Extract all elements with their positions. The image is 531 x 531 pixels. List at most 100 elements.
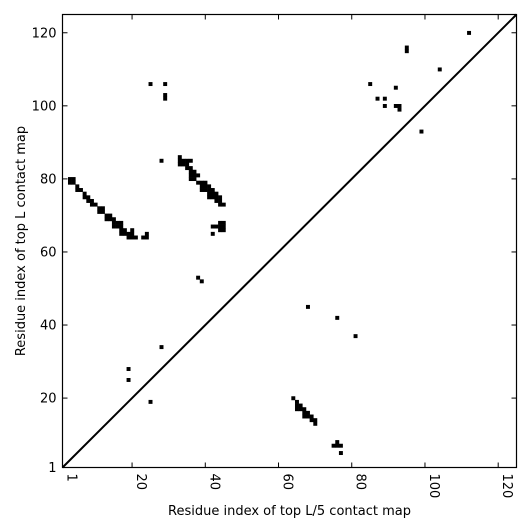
contact-point-upper-12: [89, 202, 94, 207]
contact-point-upper-4: [75, 184, 80, 189]
contact-point-upper-6: [78, 188, 83, 192]
contact-point-upper-37: [130, 235, 135, 240]
contact-point-upper-3: [71, 180, 76, 185]
contact-point-upper-109: [404, 49, 409, 54]
contact-point-upper-24: [111, 224, 116, 229]
contact-point-upper-77: [210, 195, 215, 200]
contact-point-lower-14: [313, 421, 318, 426]
contact-point-lower-1: [294, 399, 299, 404]
contact-point-upper-33: [126, 231, 131, 236]
contact-point-upper-101: [375, 96, 380, 101]
contact-point-upper-50: [181, 158, 186, 163]
contact-point-upper-86: [214, 224, 219, 229]
contact-point-upper-79: [214, 195, 219, 200]
contact-point-upper-112: [467, 30, 472, 35]
contact-point-upper-10: [86, 198, 91, 203]
x-tick-label-80: 80: [353, 474, 368, 491]
contact-point-upper-20: [108, 213, 113, 218]
contact-point-upper-62: [192, 177, 197, 182]
y-tick-label-40: 40: [40, 319, 57, 334]
contact-point-upper-64: [196, 180, 201, 185]
contact-point-upper-44: [163, 93, 168, 97]
contact-point-upper-104: [393, 85, 398, 90]
contact-point-upper-68: [203, 180, 208, 185]
contact-point-upper-91: [221, 224, 226, 229]
diagonal-line: [61, 13, 518, 469]
contact-point-upper-19: [104, 217, 109, 222]
contact-point-upper-25: [115, 220, 120, 225]
contact-point-lower-11: [309, 414, 314, 419]
contact-point-upper-102: [382, 96, 387, 101]
contact-point-upper-103: [382, 104, 387, 108]
contact-point-lower-18: [331, 443, 336, 448]
y-tick-label-1: 1: [48, 461, 56, 476]
y-tick-label-120: 120: [32, 26, 57, 41]
contact-point-upper-0: [67, 177, 72, 182]
contact-point-upper-65: [199, 180, 204, 185]
contact-point-lower-12: [309, 418, 314, 423]
contact-point-upper-80: [214, 198, 219, 203]
contact-point-upper-96: [159, 345, 164, 350]
y-tick-label-20: 20: [40, 392, 57, 407]
contact-point-upper-107: [397, 107, 402, 112]
x-tick-label-1: 1: [64, 474, 79, 482]
x-tick-label-60: 60: [280, 474, 295, 491]
y-tick-label-80: 80: [40, 172, 57, 187]
contact-points: [67, 30, 472, 456]
contact-point-upper-83: [218, 202, 223, 207]
contact-point-upper-26: [115, 224, 120, 229]
contact-point-lower-17: [353, 334, 358, 339]
contact-point-upper-11: [89, 198, 94, 203]
contact-point-upper-32: [122, 231, 127, 236]
contact-point-lower-6: [302, 407, 307, 412]
contact-point-upper-21: [108, 217, 113, 222]
contact-point-upper-94: [196, 275, 201, 280]
contact-point-lower-8: [302, 414, 307, 419]
contact-point-upper-95: [199, 279, 204, 284]
contact-point-upper-29: [119, 228, 124, 233]
contact-point-upper-31: [122, 228, 127, 233]
contact-point-lower-2: [294, 403, 299, 408]
contact-point-upper-28: [119, 224, 124, 229]
contact-point-upper-71: [207, 184, 212, 189]
contact-point-upper-55: [188, 158, 193, 163]
contact-point-upper-35: [130, 228, 135, 233]
contact-point-upper-48: [177, 158, 182, 163]
contact-point-lower-21: [338, 443, 343, 448]
contact-point-upper-8: [82, 195, 87, 200]
contact-point-lower-5: [298, 407, 303, 412]
contact-point-upper-15: [97, 209, 102, 214]
contact-point-upper-47: [177, 155, 182, 160]
contact-point-upper-69: [203, 184, 208, 189]
contact-point-upper-49: [177, 162, 182, 167]
contact-point-upper-74: [207, 195, 212, 200]
contact-point-upper-90: [221, 220, 226, 225]
contact-point-upper-87: [218, 220, 223, 225]
contact-point-upper-40: [144, 231, 149, 236]
contact-point-upper-57: [188, 169, 193, 174]
contact-point-upper-98: [126, 378, 131, 382]
contact-point-upper-42: [148, 82, 153, 87]
plot-frame: [61, 13, 518, 469]
contact-point-upper-108: [404, 45, 409, 50]
contact-point-upper-13: [93, 202, 98, 207]
contact-point-upper-18: [104, 213, 109, 218]
contact-point-upper-34: [126, 235, 131, 240]
contact-point-upper-93: [210, 231, 215, 236]
contact-point-upper-46: [159, 158, 164, 163]
contact-point-upper-63: [196, 173, 201, 178]
contact-point-upper-78: [214, 191, 219, 196]
contact-point-upper-52: [185, 158, 190, 163]
contact-point-upper-38: [133, 235, 138, 240]
x-tick-label-20: 20: [133, 474, 148, 491]
contact-point-upper-27: [119, 220, 124, 225]
contact-point-lower-9: [305, 410, 310, 415]
contact-point-lower-0: [291, 396, 296, 401]
contact-point-upper-61: [192, 173, 197, 178]
contact-point-upper-99: [148, 399, 153, 404]
contact-point-upper-85: [210, 224, 215, 229]
contact-point-upper-51: [181, 162, 186, 167]
contact-point-upper-106: [397, 104, 402, 108]
